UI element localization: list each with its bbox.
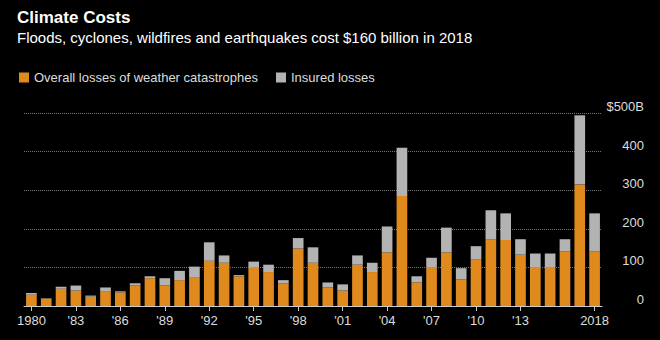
svg-text:'13: '13 [512,313,529,328]
svg-text:300: 300 [622,176,644,191]
svg-text:'04: '04 [379,313,396,328]
svg-text:'92: '92 [201,313,218,328]
svg-text:'07: '07 [423,313,440,328]
svg-text:'10: '10 [468,313,485,328]
svg-text:'98: '98 [290,313,307,328]
svg-text:'01: '01 [334,313,351,328]
svg-text:Floods, cyclones, wildfires an: Floods, cyclones, wildfires and earthqua… [17,29,472,46]
svg-text:Insured losses: Insured losses [291,70,375,85]
svg-text:'89: '89 [156,313,173,328]
svg-text:200: 200 [622,215,644,230]
svg-text:'83: '83 [67,313,84,328]
svg-text:2018: 2018 [580,313,609,328]
svg-text:400: 400 [622,138,644,153]
svg-text:100: 100 [622,253,644,268]
svg-text:'86: '86 [112,313,129,328]
svg-text:$500B: $500B [606,99,644,114]
svg-text:Overall losses of weather cata: Overall losses of weather catastrophes [34,70,258,85]
svg-text:0: 0 [637,292,644,307]
svg-text:'95: '95 [245,313,262,328]
svg-text:Climate Costs: Climate Costs [17,8,130,27]
svg-text:1980: 1980 [17,313,46,328]
